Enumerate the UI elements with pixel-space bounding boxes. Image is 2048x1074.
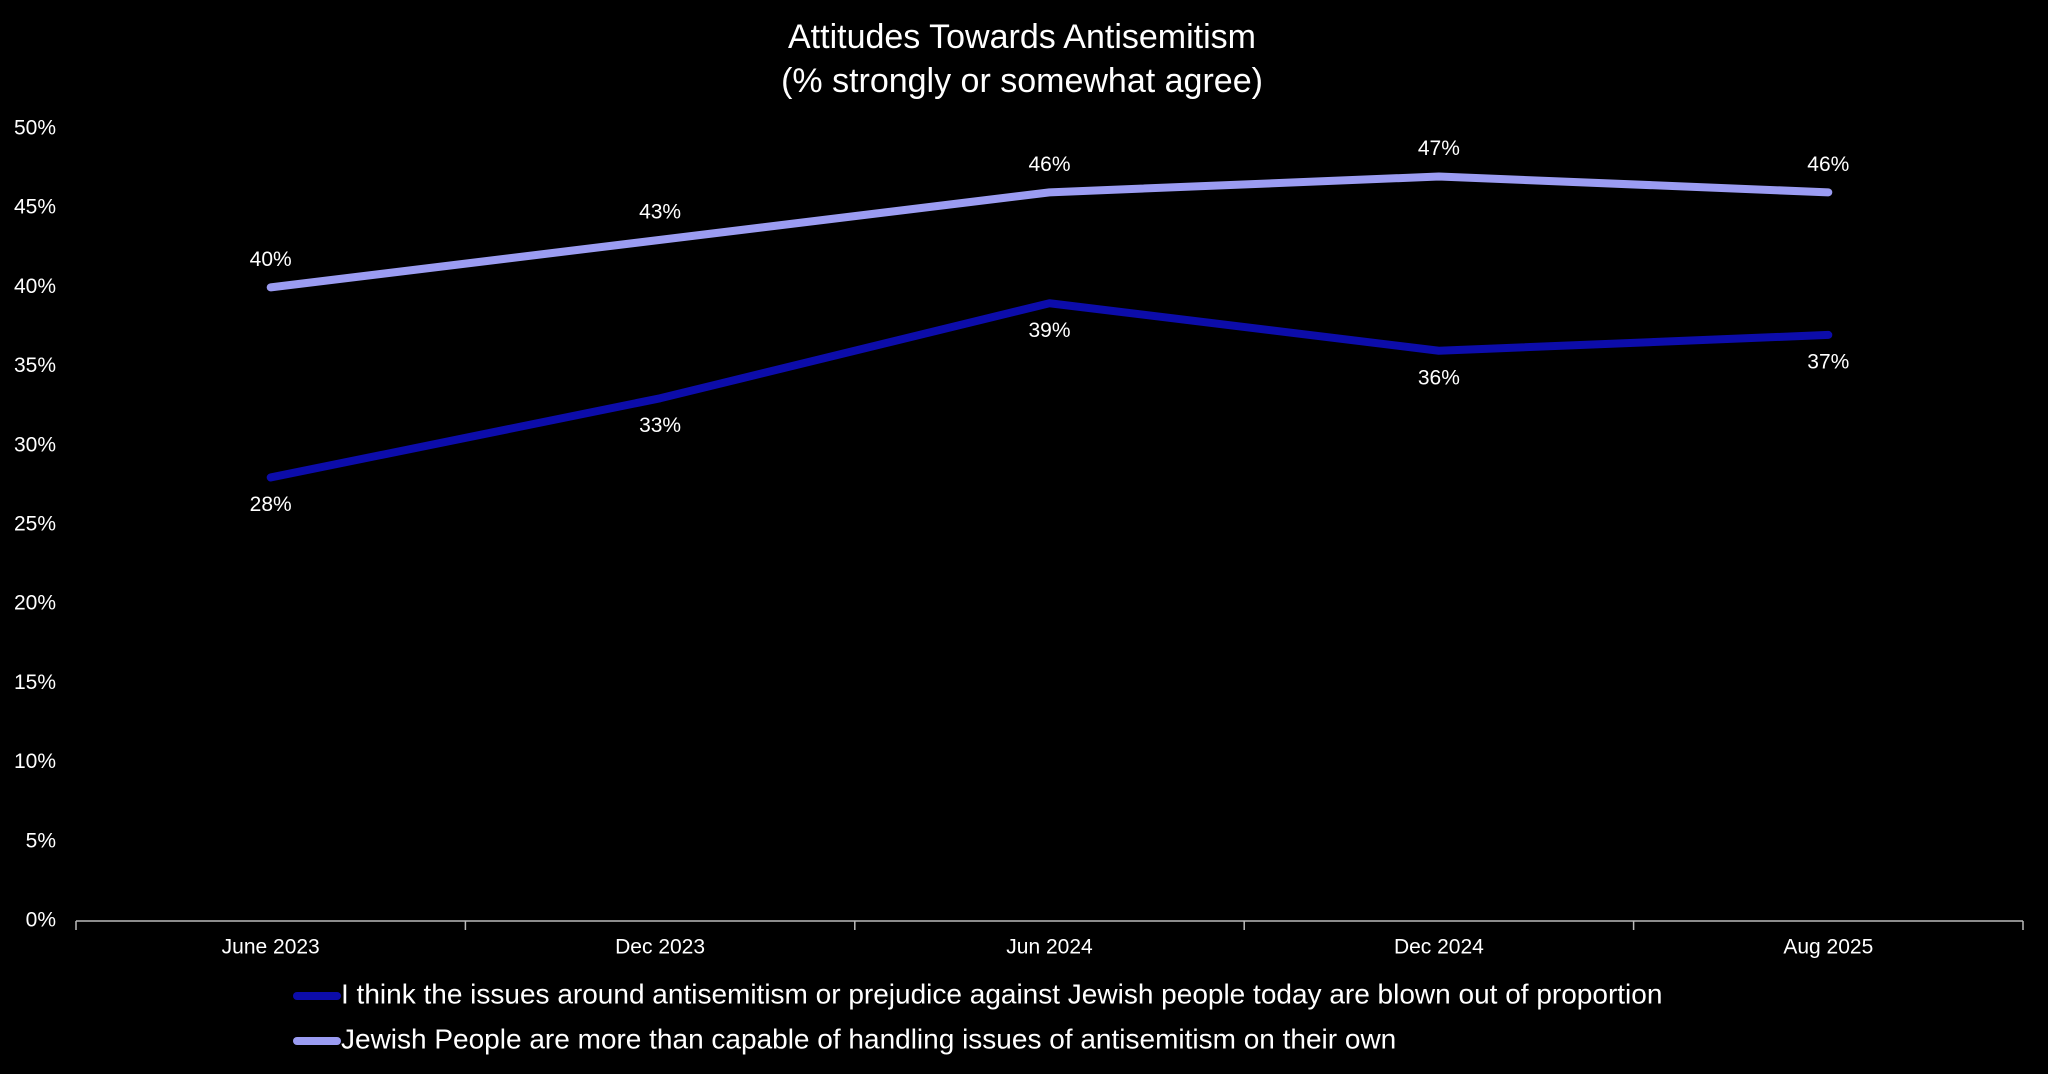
y-tick-label: 35% bbox=[14, 354, 56, 377]
data-label: 33% bbox=[639, 414, 681, 437]
series-line bbox=[266, 172, 1833, 292]
chart-subtitle: (% strongly or somewhat agree) bbox=[781, 62, 1263, 100]
y-tick-label: 25% bbox=[14, 513, 56, 536]
y-tick-label: 20% bbox=[14, 592, 56, 615]
data-label: 28% bbox=[250, 493, 292, 516]
data-label: 39% bbox=[1028, 319, 1070, 342]
x-tick-label: Dec 2024 bbox=[1394, 936, 1484, 959]
data-label: 40% bbox=[250, 248, 292, 271]
x-tick-label: June 2023 bbox=[222, 936, 320, 959]
y-tick-label: 5% bbox=[26, 829, 56, 852]
legend-label: Jewish People are more than capable of h… bbox=[341, 1023, 1396, 1054]
legend-label: I think the issues around antisemitism o… bbox=[341, 978, 1662, 1009]
series-line bbox=[266, 299, 1833, 482]
y-tick-label: 10% bbox=[14, 750, 56, 773]
chart-title: Attitudes Towards Antisemitism bbox=[788, 18, 1256, 56]
data-label: 36% bbox=[1418, 366, 1460, 389]
data-label: 46% bbox=[1807, 153, 1849, 176]
y-tick-label: 0% bbox=[26, 909, 56, 932]
data-label: 37% bbox=[1807, 350, 1849, 373]
y-tick-label: 50% bbox=[14, 117, 56, 140]
x-tick-label: Dec 2023 bbox=[615, 936, 705, 959]
data-label: 47% bbox=[1418, 137, 1460, 160]
x-tick-label: Aug 2025 bbox=[1783, 936, 1873, 959]
x-tick-label: Jun 2024 bbox=[1006, 936, 1093, 959]
y-tick-label: 15% bbox=[14, 671, 56, 694]
data-label: 43% bbox=[639, 200, 681, 223]
y-tick-label: 40% bbox=[14, 275, 56, 298]
data-label: 46% bbox=[1028, 153, 1070, 176]
y-tick-label: 45% bbox=[14, 196, 56, 219]
y-tick-label: 30% bbox=[14, 433, 56, 456]
